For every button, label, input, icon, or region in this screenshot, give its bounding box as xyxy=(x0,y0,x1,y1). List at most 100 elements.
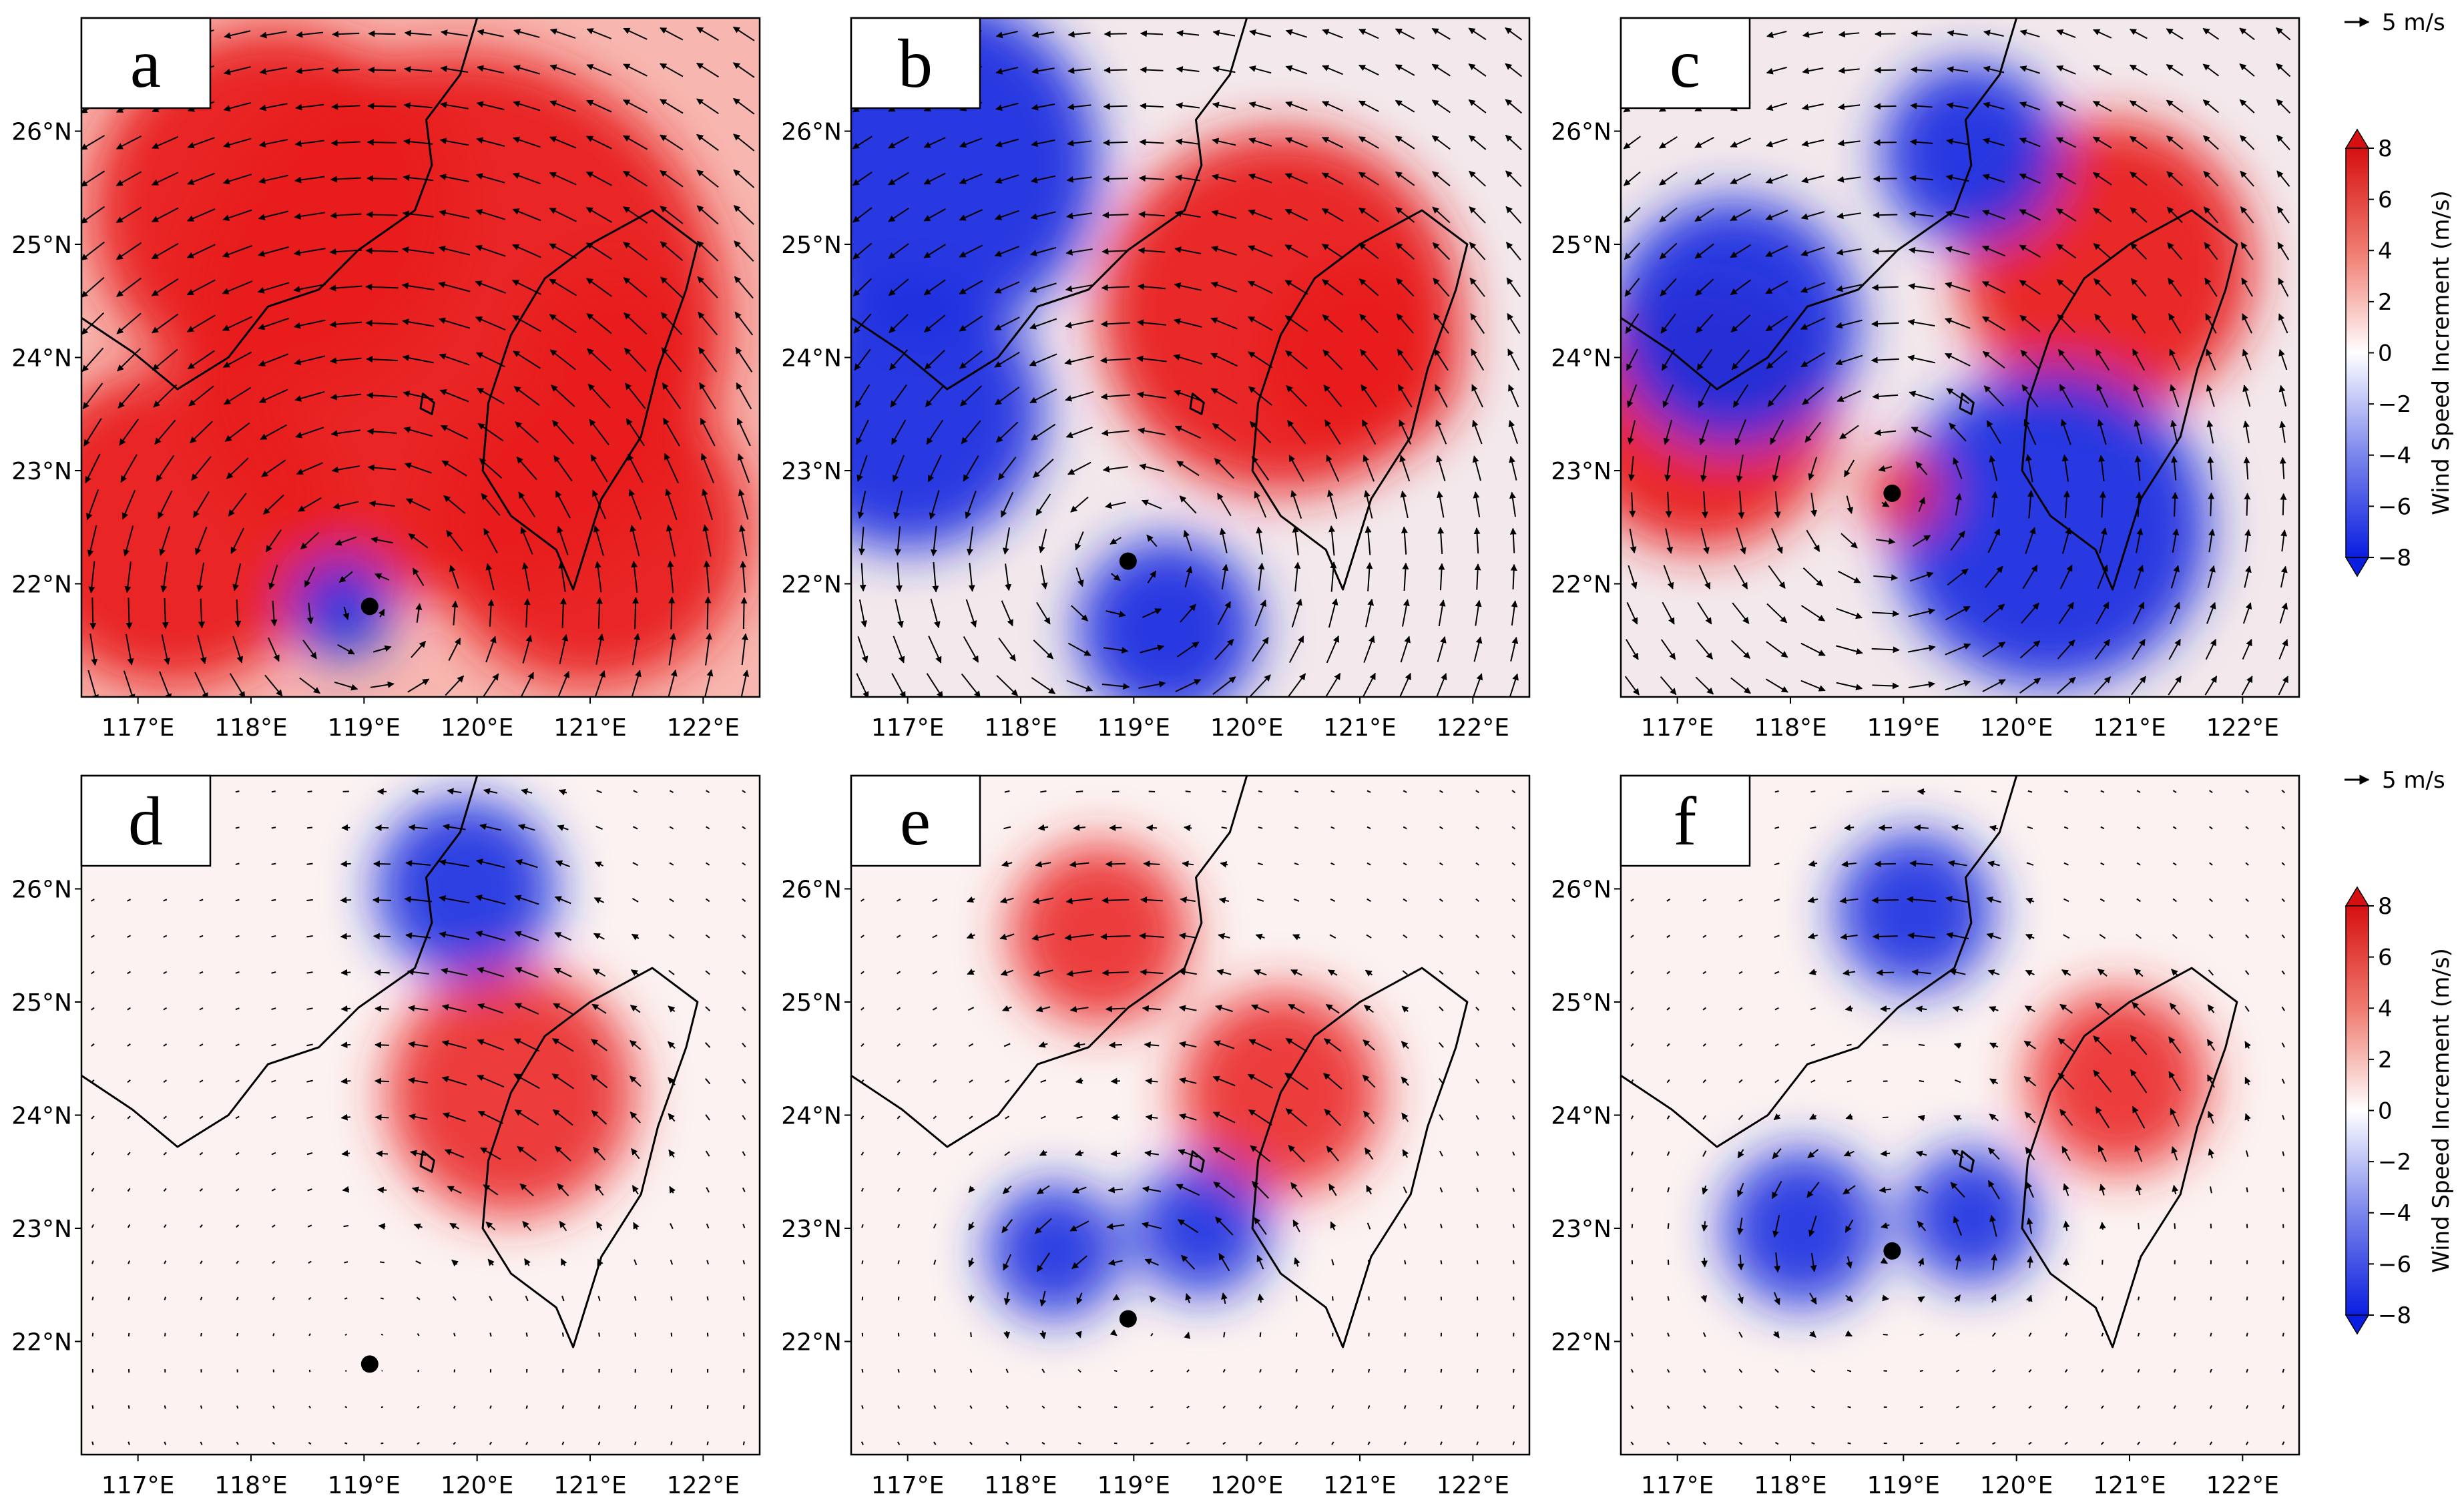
wind-vector xyxy=(1800,642,1826,656)
wind-vector xyxy=(1210,352,1238,367)
wind-vector xyxy=(1623,171,1641,186)
wind-vector xyxy=(698,311,718,336)
panel-a-coast-taiwan xyxy=(481,209,699,591)
panel-e-field-blob xyxy=(1134,1160,1270,1296)
wind-vector xyxy=(366,392,398,399)
panel-f-lat-label: 24°N xyxy=(1551,1103,1612,1130)
wind-vector xyxy=(1065,427,1093,439)
panel-c: c 117°E 118°E 119°E 120°E 121°E 122°E 26°N 25°N 2… xyxy=(1551,17,2300,742)
panel-a-typhoon-center-marker xyxy=(360,597,379,615)
wind-vector xyxy=(1874,429,1897,437)
wind-vector xyxy=(1694,208,1714,222)
wind-vector xyxy=(1176,29,1200,37)
wind-vector xyxy=(1623,136,1642,150)
wind-vector xyxy=(306,971,313,974)
wind-vector xyxy=(859,563,867,592)
wind-vector xyxy=(258,174,288,184)
wind-vector xyxy=(1625,313,1640,334)
wind-vector xyxy=(1955,493,1962,516)
wind-vector xyxy=(1766,350,1788,369)
wind-vector xyxy=(1628,456,1636,481)
wind-vector xyxy=(1659,242,1678,260)
colorbar-tick-label: 6 xyxy=(2378,945,2393,971)
wind-vector xyxy=(368,30,396,37)
wind-vector xyxy=(735,346,753,372)
wind-vector xyxy=(1835,354,1863,366)
wind-vector xyxy=(888,243,909,260)
wind-vector xyxy=(1294,561,1301,592)
wind-vector xyxy=(549,136,577,149)
wind-vector xyxy=(1322,29,1343,39)
wind-vector xyxy=(1031,103,1055,111)
wind-vector xyxy=(1874,103,1897,110)
wind-vector xyxy=(1285,350,1308,370)
wind-vector xyxy=(513,350,541,369)
wind-vector xyxy=(1176,102,1200,109)
wind-vector xyxy=(1100,320,1130,328)
wind-vector xyxy=(1101,897,1130,904)
wind-vector xyxy=(1137,319,1166,326)
wind-vector xyxy=(1175,679,1202,692)
wind-vector xyxy=(585,171,612,186)
panel-f: f 117°E 118°E 119°E 120°E 121°E 122°E 26°N 25°N 2… xyxy=(1551,774,2300,1499)
wind-vector xyxy=(1873,139,1897,146)
wind-vector xyxy=(1840,533,1858,549)
wind-vector xyxy=(485,563,495,591)
wind-vector xyxy=(549,64,576,75)
wind-vector xyxy=(1873,212,1898,219)
colorbar-extend-max xyxy=(2345,128,2370,149)
wind-vector xyxy=(1468,135,1487,150)
wind-vector xyxy=(365,247,399,254)
wind-vector xyxy=(1911,427,1932,438)
wind-vector xyxy=(995,31,1018,39)
wind-vector xyxy=(1436,455,1446,481)
wind-vector xyxy=(229,673,246,697)
wind-vector xyxy=(306,899,313,902)
panel-d-typhoon-center-marker xyxy=(360,1355,379,1373)
wind-vector xyxy=(1212,29,1236,37)
wind-vector xyxy=(2026,1256,2033,1268)
wind-vector xyxy=(1510,636,1519,662)
wind-vector xyxy=(1765,315,1788,332)
panel-c-field-blob xyxy=(1881,63,2062,244)
wind-vector xyxy=(594,561,602,593)
wind-vector xyxy=(344,1406,348,1409)
wind-vector xyxy=(888,172,909,186)
wind-vector xyxy=(1147,570,1157,583)
wind-vector xyxy=(1505,27,1523,41)
wind-vector xyxy=(1248,316,1273,331)
panel-b-lat-label: 26°N xyxy=(781,119,842,146)
wind-vector xyxy=(1432,171,1451,187)
wind-vector xyxy=(995,102,1019,111)
wind-vector xyxy=(738,489,749,520)
wind-vector xyxy=(329,320,362,328)
wind-vector xyxy=(1910,102,1933,109)
wind-vector xyxy=(559,597,567,628)
wind-vector xyxy=(1284,315,1308,332)
wind-vector xyxy=(924,349,945,370)
wind-vector xyxy=(86,489,99,521)
wind-vector xyxy=(1029,318,1057,330)
wind-vector xyxy=(1802,103,1824,111)
wind-vector xyxy=(235,790,240,793)
wind-vector xyxy=(378,608,385,617)
wind-vector xyxy=(555,490,571,519)
wind-vector xyxy=(734,276,754,299)
wind-vector xyxy=(660,63,684,77)
panel-b-lon-label: 122°E xyxy=(1437,714,1509,742)
wind-vector xyxy=(115,242,142,260)
wind-vector xyxy=(1507,312,1521,334)
panel-b-lon-label: 118°E xyxy=(984,714,1057,742)
wind-vector xyxy=(1699,419,1710,446)
wind-vector xyxy=(696,98,719,115)
wind-vector xyxy=(187,350,215,370)
wind-vector xyxy=(1361,419,1377,445)
wind-vector xyxy=(270,600,278,627)
colorbar-tick-label: −6 xyxy=(2378,1251,2411,1278)
wind-vector xyxy=(1696,314,1714,334)
wind-vector xyxy=(1284,208,1308,221)
wind-vector xyxy=(1184,565,1193,588)
wind-vector xyxy=(381,1442,384,1445)
panel-c-lat-label: 24°N xyxy=(1551,345,1612,372)
wind-vector xyxy=(159,671,172,697)
